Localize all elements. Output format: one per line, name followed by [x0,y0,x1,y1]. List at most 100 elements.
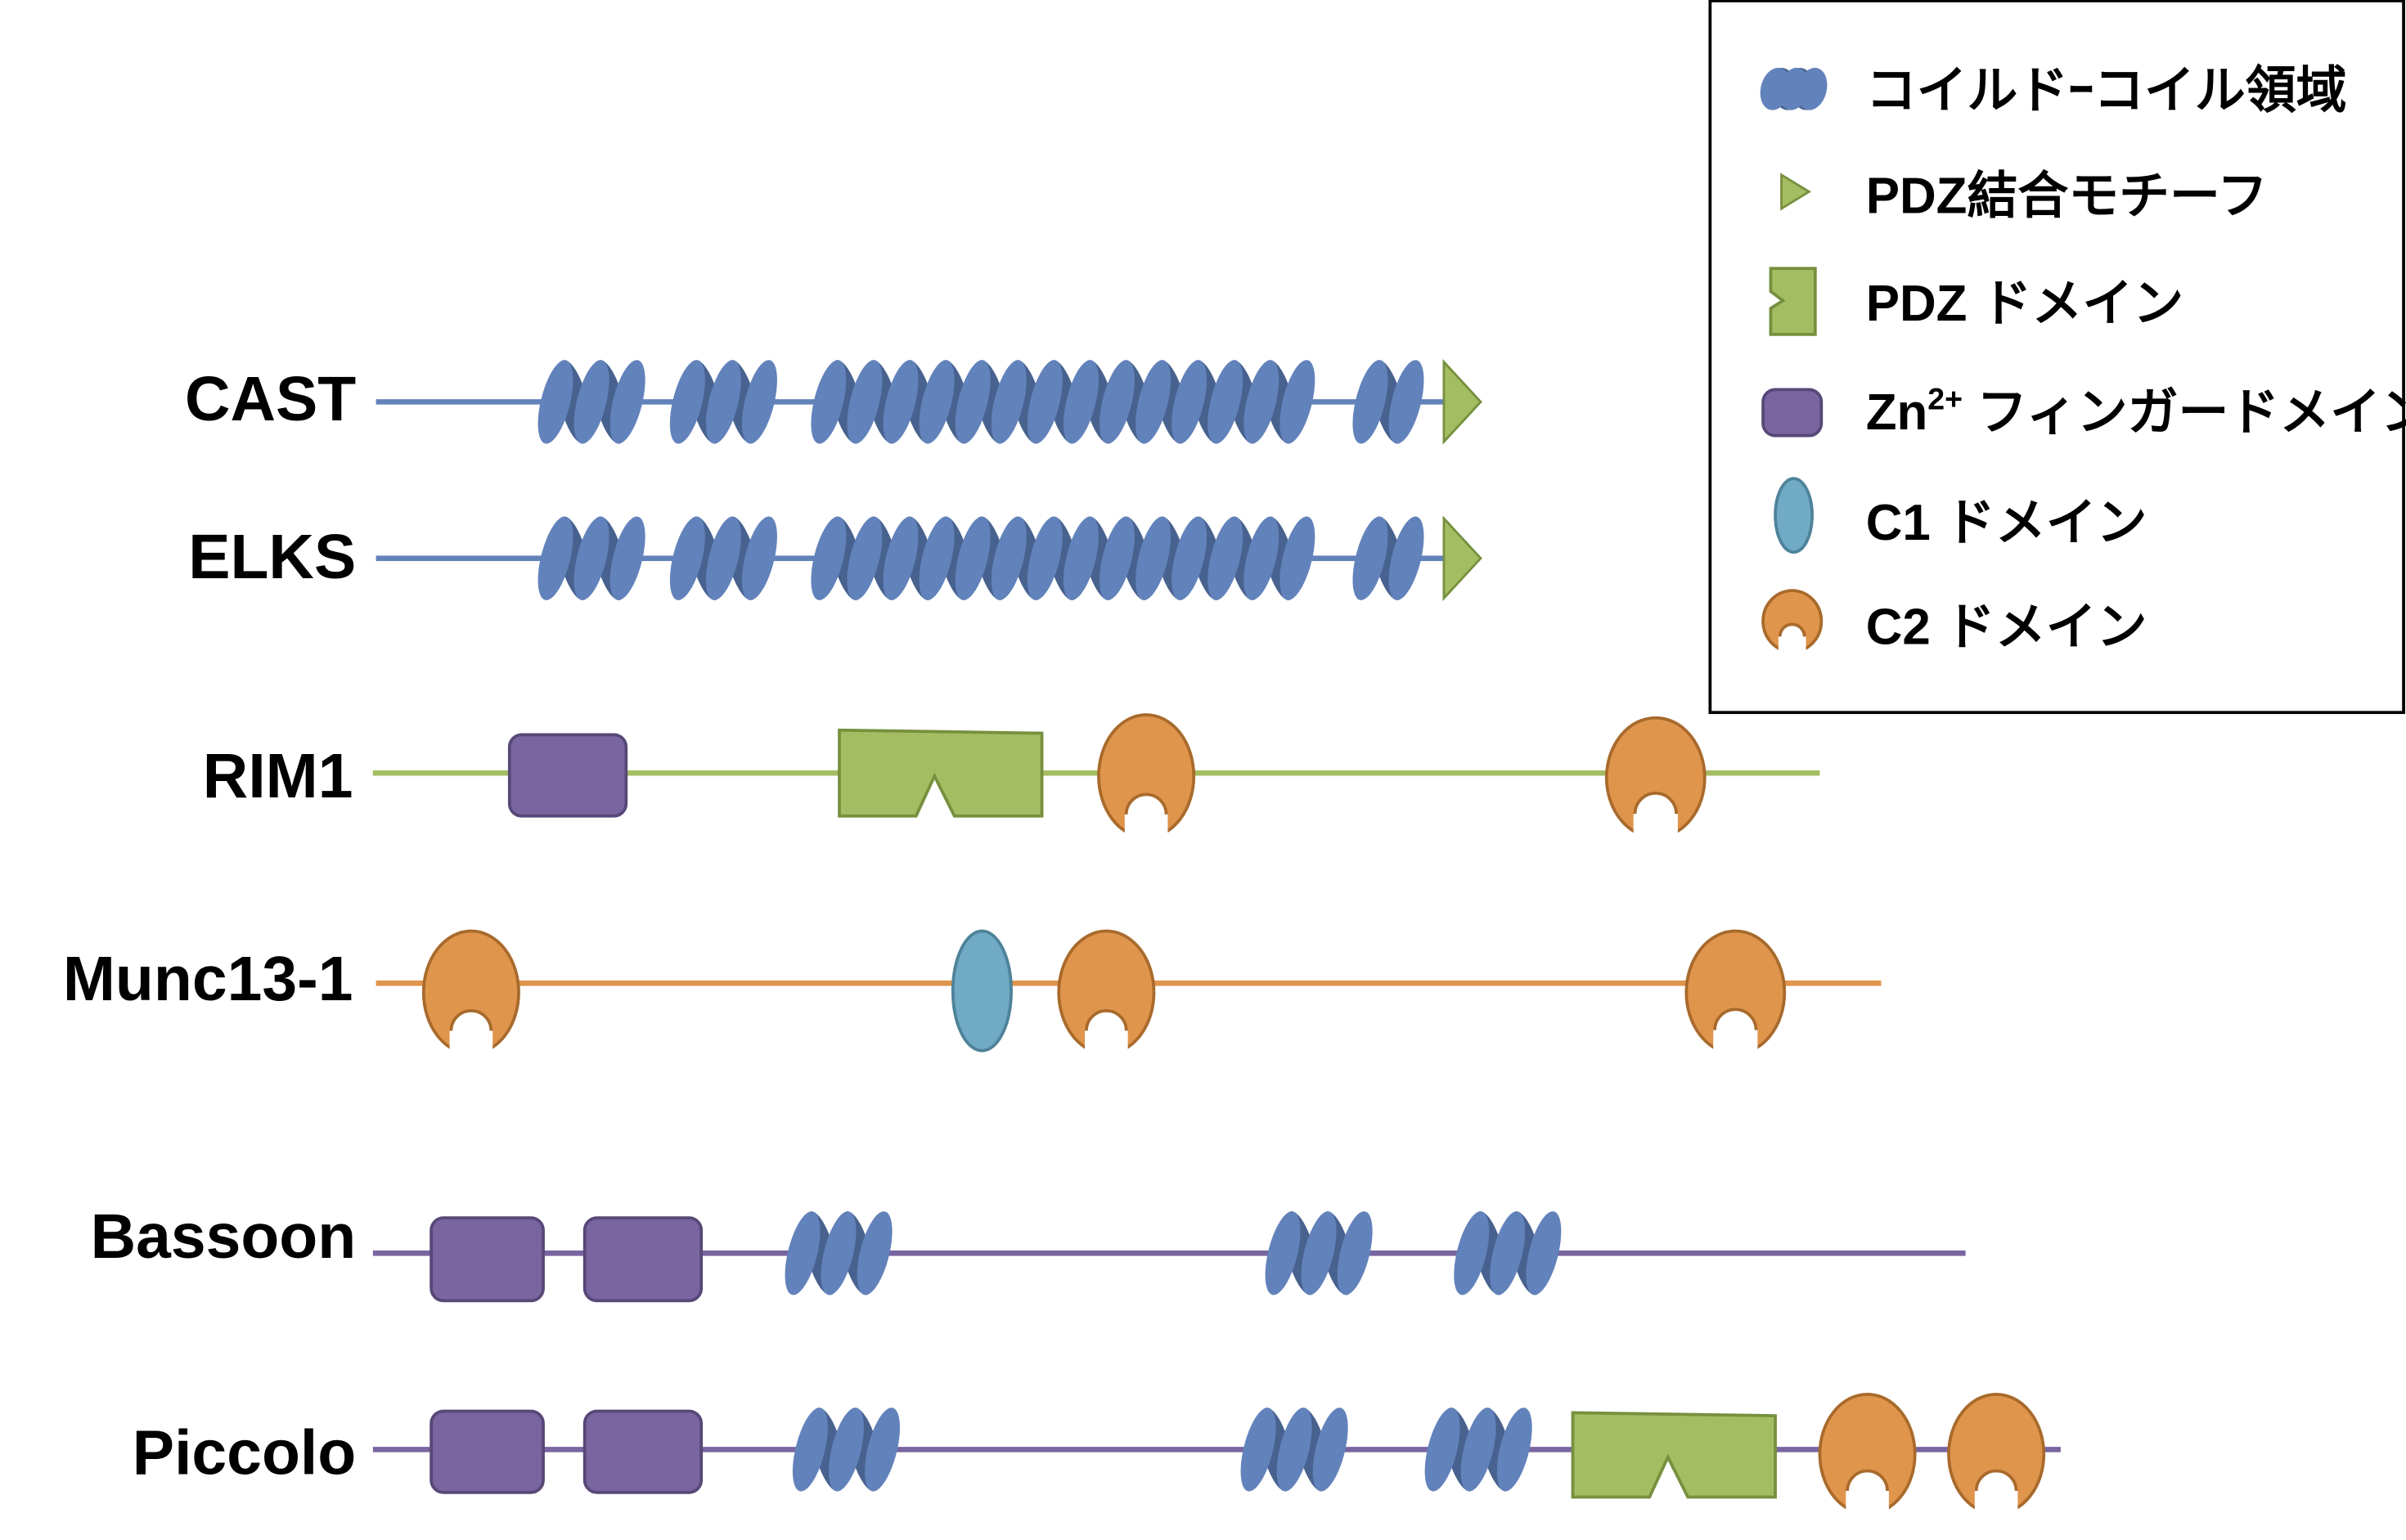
pdz-binding-motif [1780,173,1812,211]
legend-label: PDZ ドメイン [1866,276,2183,332]
c2-domain [1684,929,1787,1092]
coil-front [1100,516,1135,600]
coil-front [1312,1408,1348,1492]
coil-front [1424,1408,1460,1492]
coiled-coil-region [785,1211,893,1295]
legend-label: PDZ結合モチーフ [1866,168,2268,225]
coil-front [1063,516,1099,600]
coil-front [1526,1211,1562,1295]
protein-cast: CAST [185,359,1482,445]
protein-label: Piccolo [133,1417,356,1488]
coil-front [573,516,609,600]
coil-front [669,360,705,444]
coil-front [1172,516,1207,600]
zn-finger-domain [582,1216,704,1303]
coil-front [609,516,645,600]
protein-label: Bassoon [91,1201,357,1272]
coil-front [1279,516,1315,600]
coil-front [821,1211,857,1295]
coil-front [991,516,1027,600]
protein-bassoon: Bassoon [91,1201,1966,1303]
coil-front [1265,1211,1301,1295]
coiled-coil-region [811,516,1315,600]
coiled-coil-region [811,360,1315,444]
coiled-coil-region [1424,1408,1532,1492]
coil-front [1797,67,1828,110]
coil-front [705,360,741,444]
c2-icon [1761,589,1824,667]
coil-front [1027,516,1063,600]
pdz-domain [838,728,1044,818]
c2-notch-opening [1124,814,1168,876]
coil-front [955,516,991,600]
c1-domain [1774,477,1814,554]
zn-finger-icon [1761,388,1824,438]
c2-notch-opening [449,1030,493,1093]
coil-front [1243,516,1279,600]
coiled-coil-region [1240,1408,1348,1492]
coiled-coil-region [669,516,777,600]
coil-front [1207,516,1243,600]
coil-front [1301,1211,1337,1295]
coil-front [609,360,645,444]
coil-front [1496,1408,1532,1492]
coil-front [1388,516,1424,600]
coil-front [1454,1211,1490,1295]
coil-front [1136,360,1172,444]
coil-front [1172,360,1207,444]
zn-finger-domain [429,1216,545,1303]
legend: コイルドｰコイル領域 PDZ結合モチーフ PDZ ドメイン Zn2+ フィンガードメイ… [1708,0,2406,715]
coil-front [1276,1408,1312,1492]
coil-front [792,1408,828,1492]
coil-front [1136,516,1172,600]
pdz-icon [1769,267,1817,336]
zn-finger-domain [429,1409,545,1494]
coil-front [1490,1211,1526,1295]
coil-front [883,360,919,444]
pdz-domain [1571,1411,1777,1499]
coil-front [1027,360,1063,444]
protein-label: CAST [185,364,356,434]
coiled-coil-region [1352,516,1424,600]
coiled-coil-region [537,516,645,600]
protein-piccolo: Piccolo [133,1392,2061,1540]
proteins: CAST ELKS RIM1 Munc13-1 Bassoon Piccolo [63,359,2061,1540]
pdz-binding-motif [1442,359,1482,445]
coil-front [537,516,573,600]
coil-front [828,1408,864,1492]
zn-finger-domain [1761,388,1824,438]
coiled-coil-region [537,360,645,444]
legend-label: C2 ドメイン [1866,599,2147,656]
protein-label: RIM1 [203,741,353,811]
coil-front [1207,360,1243,444]
c1-domain [951,929,1013,1053]
coil-front [537,360,573,444]
coil-front [847,516,883,600]
c2-notch-opening [1085,1030,1128,1093]
coiled-coil-region [792,1408,900,1492]
coil-front [1240,1408,1276,1492]
legend-item-zn-finger: Zn2+ フィンガードメイン [1761,382,2406,441]
coil-front [669,516,705,600]
coil-front [742,360,777,444]
c2-notch-opening [1633,814,1678,874]
coil-front [1352,360,1388,444]
legend-item-c1: C1 ドメイン [1774,477,2147,554]
coil-front [1460,1408,1496,1492]
protein-elks: ELKS [188,515,1482,602]
coiled-coil-region [1352,360,1424,444]
coil-front [573,360,609,444]
coiled-coil-region [1265,1211,1373,1295]
coil-front [991,360,1027,444]
coil-front [1388,360,1424,444]
c2-domain [1604,716,1707,874]
protein-munc13-1: Munc13-1 [63,929,1882,1093]
protein-rim1: RIM1 [203,713,1820,876]
legend-label: コイルドｰコイル領域 [1866,62,2347,119]
coil-front [811,516,847,600]
protein-label: Munc13-1 [63,944,353,1014]
coiled-coil-icon [1760,67,1828,110]
coil-front [705,516,741,600]
pdz-binding-motif [1442,515,1482,602]
